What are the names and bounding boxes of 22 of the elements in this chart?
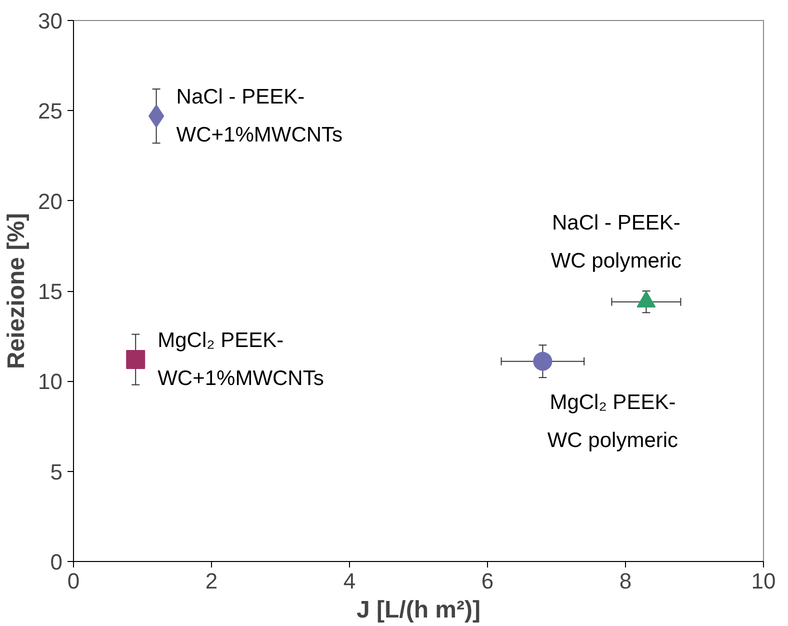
x-tick-label: 4 bbox=[343, 568, 356, 594]
point bbox=[148, 104, 164, 128]
y-tick-label: 20 bbox=[38, 188, 63, 214]
x-tick-label: 8 bbox=[619, 568, 632, 594]
x-tick-label: 0 bbox=[67, 568, 80, 594]
point bbox=[126, 350, 146, 370]
y-tick-label: 0 bbox=[50, 550, 63, 574]
x-tick-label: 6 bbox=[481, 568, 494, 594]
y-tick-label: 15 bbox=[38, 279, 63, 304]
series-label: MgCl₂ PEEK-WC polymeric bbox=[547, 390, 678, 452]
series-label: NaCl - PEEK-WC+1%MWCNTs bbox=[176, 86, 343, 147]
y-tick-label: 10 bbox=[38, 369, 63, 394]
y-axis-title: Reiezione [%] bbox=[3, 212, 30, 370]
x-tick-label: 10 bbox=[751, 568, 776, 594]
series-label: NaCl - PEEK-WC polymeric bbox=[550, 211, 682, 272]
x-tick-label: 2 bbox=[205, 568, 218, 594]
point bbox=[533, 352, 552, 371]
x-axis-title: J [L/(h m²)] bbox=[356, 596, 480, 624]
y-tick-label: 25 bbox=[38, 98, 63, 124]
y-tick-label: 30 bbox=[38, 8, 63, 34]
y-tick-label: 5 bbox=[50, 459, 63, 484]
series-label: MgCl₂ PEEK-WC+1%MWCNTs bbox=[158, 329, 324, 390]
